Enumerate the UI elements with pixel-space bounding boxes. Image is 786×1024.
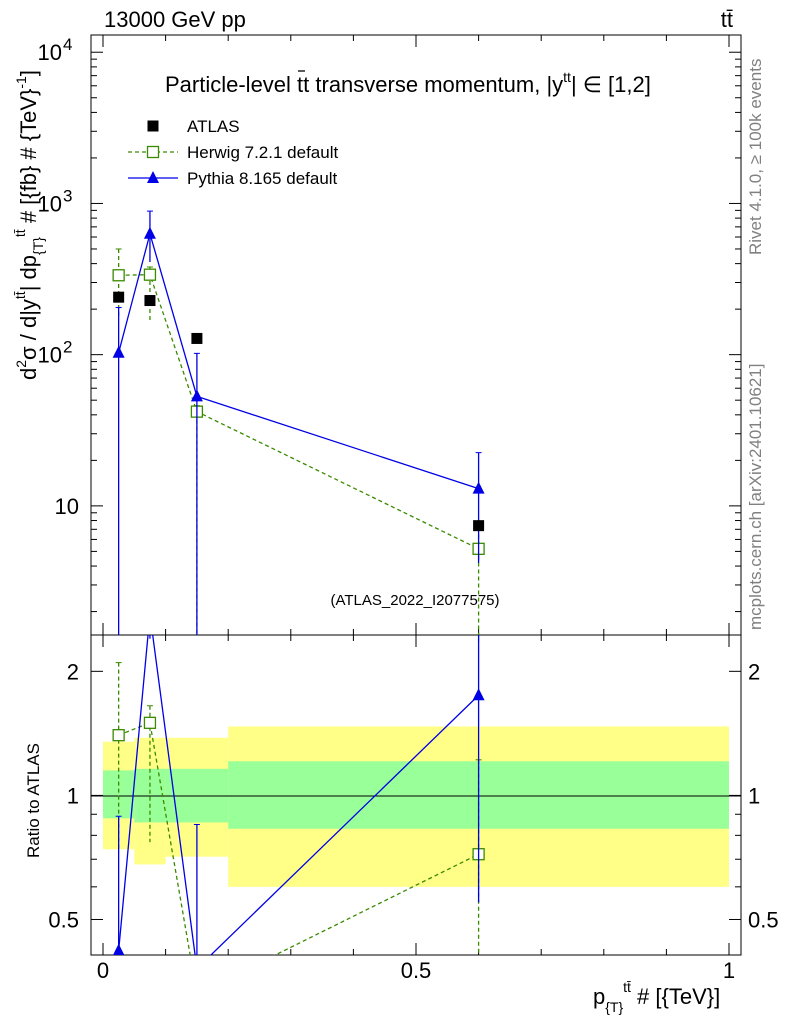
title-part-1: Particle-level t bbox=[165, 72, 303, 97]
x-axis-label: p{T}tt̄ # [{TeV}] bbox=[593, 979, 720, 1015]
y-tick-exponent-3: 4 bbox=[63, 35, 72, 54]
x-tick-label-2: 1 bbox=[723, 958, 735, 983]
ratio-herwig-line bbox=[118, 721, 479, 955]
y-tick-exponent-2: 3 bbox=[63, 186, 72, 205]
ratio-herwig-point bbox=[143, 716, 157, 729]
ratio-herwig-point bbox=[112, 729, 125, 742]
main-atlas-point bbox=[144, 295, 156, 307]
ylabel-part-5: | dp bbox=[16, 255, 41, 291]
ylabel-part-7: tt̄ bbox=[12, 229, 28, 237]
main-herwig-line bbox=[118, 274, 479, 550]
legend-herwig-label: Herwig 7.2.1 default bbox=[187, 143, 338, 162]
xlabel-part-2: {T} bbox=[605, 999, 623, 1015]
main-pythia-point bbox=[112, 345, 125, 358]
legend-atlas-marker bbox=[147, 120, 159, 132]
main-atlas-point bbox=[113, 291, 125, 303]
ylabel-part-8: # [{fb} # {TeV} bbox=[16, 89, 41, 230]
ratio-tick-label-left-1: 1 bbox=[67, 783, 79, 808]
mcplots-label: mcplots.cern.ch [arXiv:2401.10621] bbox=[746, 364, 765, 630]
ylabel-part-6: {T} bbox=[30, 237, 46, 255]
xlabel-part-1: p bbox=[593, 984, 605, 1009]
ratio-herwig-point bbox=[191, 988, 202, 999]
ratio-tick-label-left-0: 0.5 bbox=[48, 907, 79, 932]
y-tick-label-0: 10 bbox=[55, 494, 79, 519]
xlabel-part-4: # [{TeV}] bbox=[631, 984, 720, 1009]
main-pythia-point bbox=[190, 389, 203, 402]
chart-title: Particle-level tt transverse momentum, |… bbox=[165, 69, 651, 97]
main-atlas-point bbox=[191, 332, 203, 344]
ratio-plot-data bbox=[112, 607, 485, 999]
y-tick-label-2: 10 bbox=[38, 191, 62, 216]
ratio-tick-label-right-2: 2 bbox=[748, 659, 760, 684]
ratio-tick-label-right-1: 1 bbox=[748, 783, 760, 808]
y-tick-exponent-1: 2 bbox=[63, 338, 72, 357]
ylabel-part-9: -1 bbox=[13, 76, 29, 89]
y-axis-label: d2σ / d|ytt̄| dp{T}tt̄ # [{fb} # {TeV}-1… bbox=[12, 70, 46, 380]
energy-label: 13000 GeV pp bbox=[104, 7, 246, 32]
x-tick-label-0: 0 bbox=[97, 958, 109, 983]
ratio-y-axis-label: Ratio to ATLAS bbox=[24, 743, 43, 858]
main-herwig-point bbox=[143, 268, 157, 281]
legend: ATLAS Herwig 7.2.1 default Pythia 8.165 de… bbox=[128, 117, 338, 188]
title-part-2: t transverse momentum, |y bbox=[303, 72, 563, 97]
ratio-tick-label-left-2: 2 bbox=[67, 659, 79, 684]
main-pythia-point bbox=[143, 226, 156, 239]
main-pythia-point bbox=[472, 481, 485, 494]
y-tick-label-3: 10 bbox=[38, 40, 62, 65]
legend-pythia-label: Pythia 8.165 default bbox=[187, 169, 338, 188]
y-tick-label-1: 10 bbox=[38, 343, 62, 368]
ylabel-part-10: ] bbox=[16, 70, 41, 76]
ratio-pythia-point bbox=[112, 943, 125, 955]
ylabel-part-1: d bbox=[16, 368, 41, 380]
process-label: tt̄ bbox=[721, 7, 733, 32]
legend-pythia-marker bbox=[147, 171, 159, 183]
ylabel-part-2: 2 bbox=[13, 360, 29, 368]
main-plot-data bbox=[112, 210, 485, 635]
analysis-watermark: (ATLAS_2022_I2077575) bbox=[330, 592, 499, 609]
ratio-tick-label-right-0: 0.5 bbox=[748, 907, 779, 932]
main-herwig-point bbox=[112, 269, 125, 282]
ratio-pythia-line bbox=[118, 635, 480, 955]
ratio-pythia-point bbox=[191, 962, 203, 974]
title-part-4: | ∈ [1,2] bbox=[571, 72, 651, 97]
xlabel-part-3: tt̄ bbox=[623, 979, 631, 995]
rivet-label: Rivet 4.1.0, ≥ 100k events bbox=[746, 59, 765, 255]
title-part-3: tt bbox=[563, 69, 571, 85]
ratio-pythia-point bbox=[472, 688, 485, 701]
legend-herwig-marker bbox=[146, 145, 160, 159]
ratio-pythia-point bbox=[144, 607, 156, 619]
ylabel-part-4: tt̄ bbox=[12, 291, 28, 299]
main-pythia-line bbox=[118, 231, 479, 490]
main-atlas-point bbox=[473, 520, 485, 532]
x-tick-label-1: 0.5 bbox=[401, 958, 432, 983]
legend-atlas-label: ATLAS bbox=[187, 117, 240, 136]
ylabel-part-3: σ / d|y bbox=[16, 299, 41, 360]
